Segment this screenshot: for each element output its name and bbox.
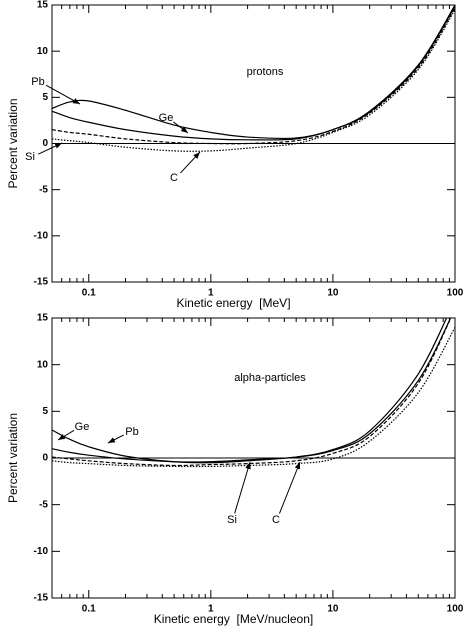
y-tick-label: 10 bbox=[37, 46, 49, 57]
y-tick-label: 5 bbox=[42, 406, 48, 417]
chart-title: protons bbox=[247, 66, 284, 78]
y-tick-label: 15 bbox=[37, 0, 49, 11]
y-tick-label: -10 bbox=[34, 230, 49, 241]
x-tick-label: 10 bbox=[327, 288, 339, 299]
label-arrow bbox=[278, 461, 301, 514]
y-tick-label: 5 bbox=[42, 92, 48, 103]
label-arrow bbox=[234, 461, 251, 514]
label-arrow bbox=[57, 429, 75, 441]
y-tick-label: 15 bbox=[37, 313, 49, 324]
series-label: Si bbox=[25, 151, 35, 163]
x-tick-label: 1 bbox=[208, 604, 214, 615]
series-line bbox=[52, 327, 455, 468]
series-line bbox=[52, 5, 455, 140]
series-group bbox=[52, 5, 455, 152]
x-tick-label: 1 bbox=[208, 288, 214, 299]
series-label: Pb bbox=[31, 76, 44, 88]
y-tick-label: -5 bbox=[39, 184, 48, 195]
series-group bbox=[52, 318, 455, 468]
series-line bbox=[52, 318, 452, 467]
y-tick-label: 10 bbox=[37, 359, 49, 370]
y-tick-label: -15 bbox=[34, 277, 49, 288]
series-label: C bbox=[170, 172, 178, 184]
y-tick-label: -5 bbox=[39, 499, 48, 510]
y-axis-label: Percent variation bbox=[6, 98, 20, 188]
y-tick-label: -15 bbox=[34, 593, 49, 604]
x-tick-label: 100 bbox=[447, 288, 464, 299]
y-tick-label: -10 bbox=[34, 546, 49, 557]
x-tick-label: 10 bbox=[327, 604, 339, 615]
y-tick-label: 0 bbox=[42, 453, 48, 464]
series-label: Ge bbox=[75, 421, 90, 433]
series-label: C bbox=[272, 514, 280, 526]
series-label: Ge bbox=[159, 112, 174, 124]
series-line bbox=[52, 7, 455, 145]
x-tick-label: 100 bbox=[447, 604, 464, 615]
x-tick-label: 0.1 bbox=[82, 604, 96, 615]
series-label: Pb bbox=[125, 426, 138, 438]
label-arrow bbox=[179, 151, 201, 174]
x-axis-label: Kinetic energy [MeV/nucleon] bbox=[154, 612, 313, 626]
x-axis-label: Kinetic energy [MeV] bbox=[176, 296, 290, 310]
y-axis-label: Percent variation bbox=[6, 413, 20, 503]
label-arrow bbox=[173, 121, 189, 134]
x-tick-label: 0.1 bbox=[82, 288, 96, 299]
series-line bbox=[52, 318, 452, 463]
series-label: Si bbox=[227, 514, 237, 526]
label-arrow bbox=[107, 434, 125, 444]
label-arrow bbox=[45, 84, 81, 105]
label-arrow bbox=[38, 142, 63, 155]
chart-title: alpha-particles bbox=[234, 372, 306, 384]
series-line bbox=[52, 9, 455, 152]
series-line bbox=[52, 318, 448, 464]
series-line bbox=[52, 5, 455, 141]
y-tick-label: 0 bbox=[42, 138, 48, 149]
